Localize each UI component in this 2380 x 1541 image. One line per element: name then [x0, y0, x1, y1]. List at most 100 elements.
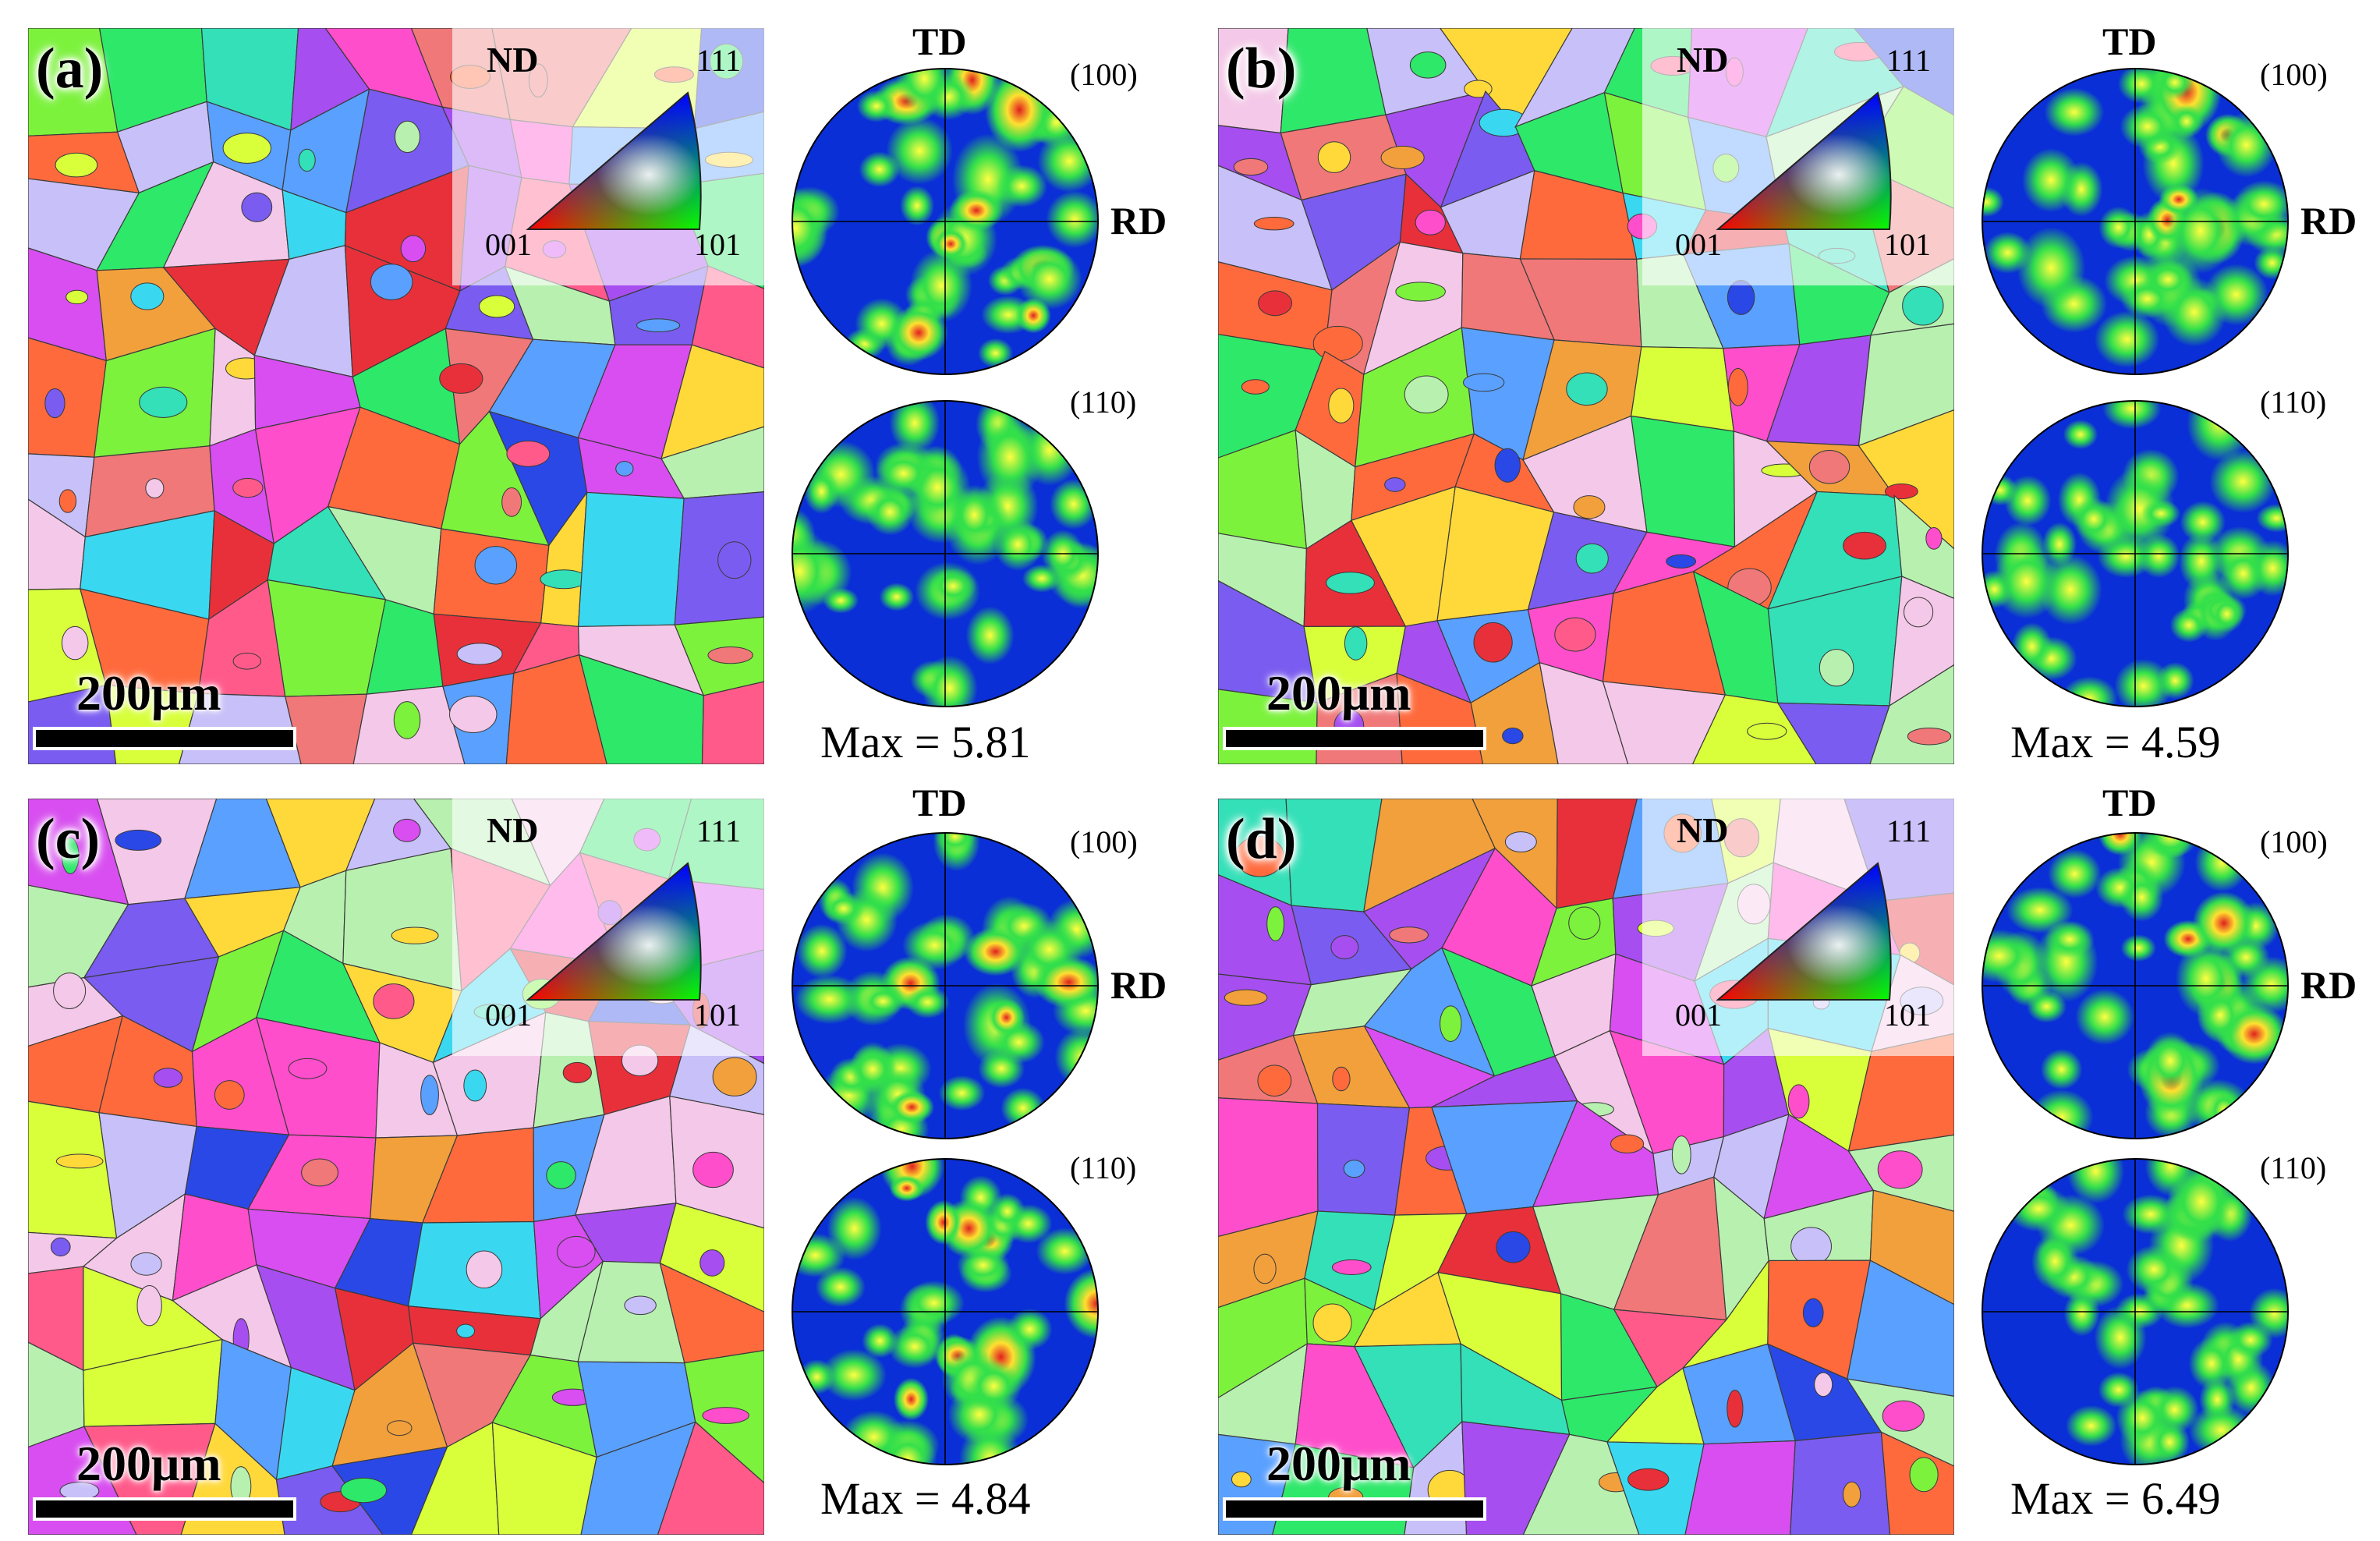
grain — [391, 926, 439, 944]
grain — [1727, 279, 1755, 315]
grain — [636, 318, 681, 332]
grain — [712, 1057, 757, 1096]
intensity-spot — [2194, 834, 2249, 892]
intensity-spot — [2017, 227, 2086, 309]
grain — [241, 192, 273, 222]
grain — [115, 829, 162, 851]
pole-figure-110 — [1979, 1156, 2291, 1468]
grain — [1627, 1468, 1670, 1491]
grain — [1343, 1160, 1365, 1178]
grain — [340, 1477, 387, 1504]
intensity-spot — [1982, 929, 2035, 983]
ebsd-map: ND 111 001 101 (c) 200μm — [28, 799, 764, 1535]
ipf-triangle-icon — [1716, 862, 1892, 1001]
intensity-spot — [2149, 1420, 2191, 1465]
grain — [1882, 1400, 1925, 1432]
grain — [392, 818, 421, 842]
panel-label: (b) — [1226, 37, 1297, 101]
pole-111-label: 111 — [1886, 43, 1931, 78]
intensity-spot — [938, 1075, 986, 1111]
grain — [267, 579, 387, 697]
pole-figure-100 — [789, 830, 1101, 1142]
intensity-spot — [792, 188, 829, 268]
intensity-spot — [2011, 622, 2052, 671]
grain — [288, 1057, 328, 1079]
grain — [1902, 285, 1944, 326]
grain — [466, 1250, 503, 1289]
intensity-spot — [887, 1324, 942, 1369]
intensity-spot — [909, 249, 973, 323]
intensity-spot — [2159, 183, 2199, 215]
grain — [624, 1295, 657, 1316]
ipf-triangle-icon — [1716, 91, 1892, 230]
pole-111-label: 111 — [696, 43, 741, 78]
grain — [1384, 477, 1406, 492]
intensity-spot — [965, 606, 1015, 665]
intensity-spot — [2006, 887, 2074, 934]
intensity-spot — [2180, 501, 2226, 544]
pf-outline — [1982, 1158, 2289, 1465]
intensity-spot — [2040, 1049, 2083, 1090]
grain — [1312, 1303, 1352, 1343]
pole-figure-100 — [1979, 830, 2291, 1142]
intensity-spot — [2120, 934, 2157, 962]
grain — [1231, 1471, 1252, 1488]
scale-bar-label: 200μm — [76, 665, 221, 721]
intensity-spot — [2031, 1232, 2079, 1291]
grain — [1258, 290, 1293, 317]
intensity-spot — [977, 338, 1014, 369]
intensity-spot — [1982, 186, 2005, 218]
scale-bar — [33, 727, 296, 750]
intensity-spot — [984, 69, 1054, 153]
grain — [1814, 1372, 1833, 1398]
grain — [1842, 1481, 1861, 1507]
intensity-spot — [925, 1199, 962, 1245]
intensity-spot — [949, 189, 1004, 232]
intensity-spot — [2065, 1405, 2117, 1447]
rd-label: RD — [2300, 963, 2357, 1007]
grain — [456, 1323, 475, 1338]
grain — [1869, 1189, 1954, 1305]
grain — [153, 1068, 183, 1088]
intensity-spot — [1015, 297, 1051, 334]
grain — [474, 546, 518, 585]
grain — [1684, 1440, 1796, 1535]
rd-label: RD — [2300, 199, 2357, 243]
grain — [699, 1249, 725, 1277]
intensity-spot — [823, 892, 865, 926]
grain — [44, 388, 66, 419]
grain — [1671, 1135, 1691, 1174]
grain — [479, 295, 515, 318]
grain — [1554, 617, 1596, 652]
intensity-spot — [2137, 533, 2180, 579]
grain — [373, 983, 415, 1019]
intensity-spot — [996, 165, 1048, 208]
intensity-spot — [902, 920, 967, 970]
grain — [657, 1421, 764, 1535]
intensity-spot — [976, 415, 1044, 499]
grain — [1316, 1103, 1411, 1216]
pole-001-label: 001 — [485, 997, 532, 1033]
grain — [1473, 622, 1513, 663]
nd-label: ND — [1677, 810, 1729, 850]
grain — [1884, 484, 1918, 500]
intensity-spot — [1064, 1268, 1098, 1339]
intensity-spot — [2060, 676, 2118, 707]
grain — [546, 1161, 576, 1189]
td-label: TD — [2102, 781, 2157, 824]
grain — [136, 1284, 162, 1327]
grain — [1440, 1005, 1462, 1042]
ipf-triangle-outline — [526, 91, 702, 230]
intensity-spot — [921, 655, 978, 707]
intensity-spot — [2094, 310, 2160, 368]
ipf-triangle-outline — [1716, 862, 1892, 1001]
grain — [301, 1158, 338, 1187]
intensity-spot — [2072, 498, 2116, 541]
intensity-spot — [1046, 190, 1098, 249]
grain — [139, 386, 188, 418]
pf-outline — [792, 832, 1099, 1139]
intensity-spot — [988, 998, 1025, 1036]
intensity-spot — [2044, 87, 2105, 136]
grain — [1610, 1134, 1645, 1153]
intensity-spot — [1007, 1308, 1053, 1351]
